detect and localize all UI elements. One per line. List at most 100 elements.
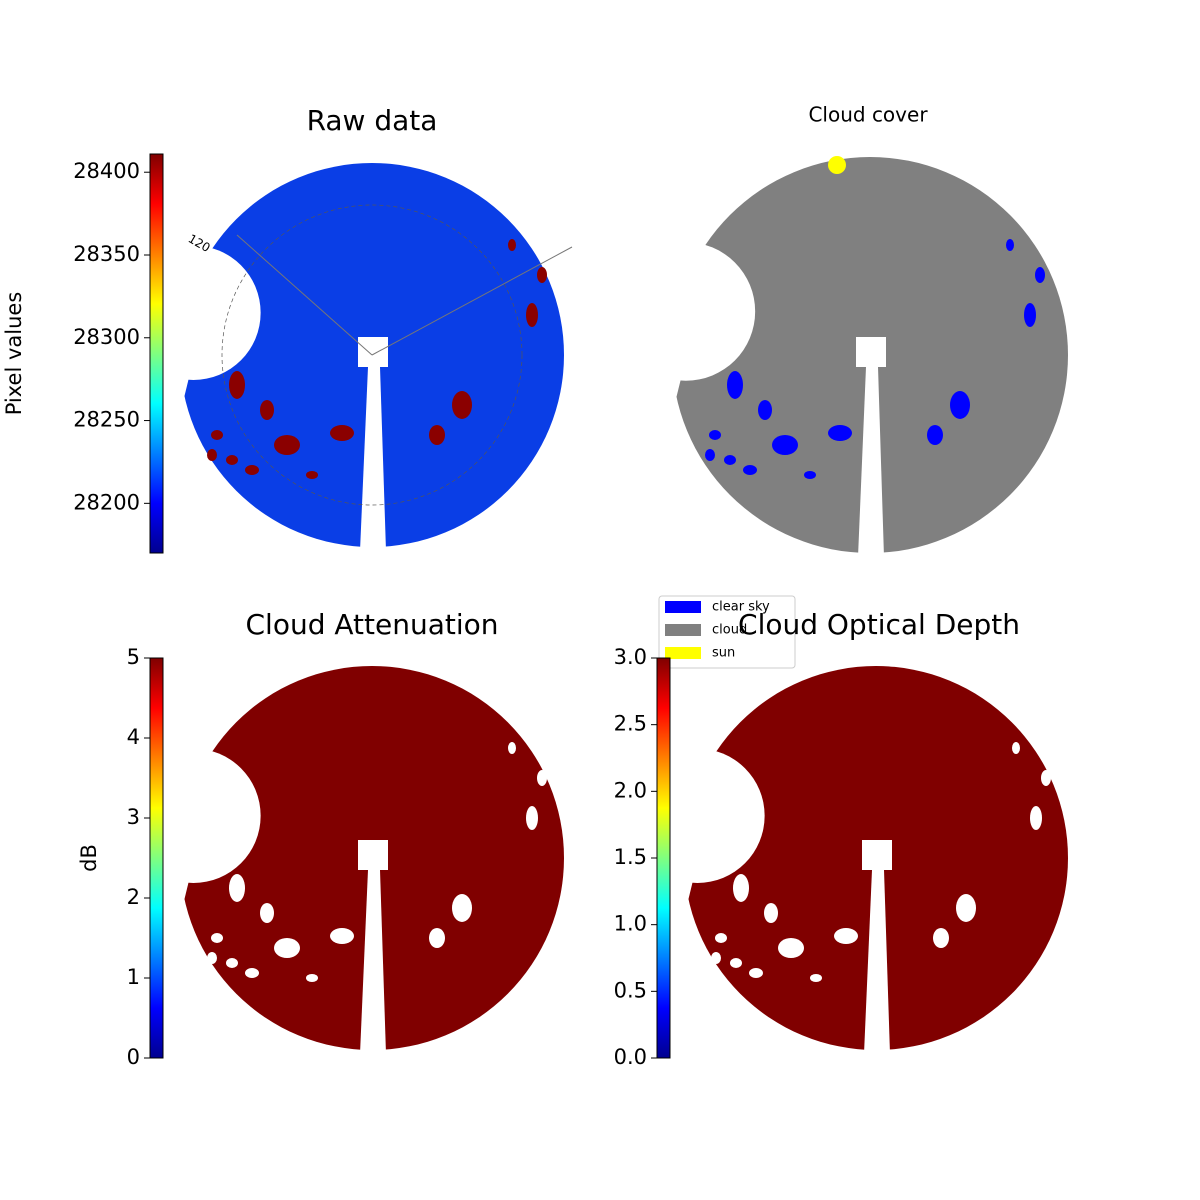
cloud-feature <box>828 425 852 441</box>
colorbar <box>656 657 671 1059</box>
panel-title: Cloud Optical Depth <box>738 608 1020 641</box>
cloud-feature <box>537 770 547 786</box>
colorbar-tick-label: 28350 <box>73 242 140 266</box>
colorbar-tick-label: 1.5 <box>614 845 647 869</box>
polar-ring <box>221 204 523 506</box>
cloud-feature <box>758 400 772 420</box>
cloud-feature <box>526 303 538 327</box>
colorbar <box>149 657 164 1059</box>
colorbar-tick-label: 28400 <box>73 159 140 183</box>
cloud-feature <box>260 903 274 923</box>
cloud-feature <box>526 806 538 830</box>
polar-axis <box>371 246 573 356</box>
horizon-mask <box>667 375 682 435</box>
cloud-feature <box>764 903 778 923</box>
cloud-feature <box>508 239 516 251</box>
sun-marker <box>828 156 846 174</box>
cloud-feature <box>1041 770 1051 786</box>
cloud-feature <box>733 874 749 902</box>
horizon-mask <box>616 242 756 381</box>
cloud-feature <box>1030 806 1042 830</box>
legend-label: sun <box>712 646 735 661</box>
cloud-feature <box>804 471 816 479</box>
panel-title: Cloud Attenuation <box>245 608 498 641</box>
legend-swatch <box>665 601 701 613</box>
cloud-feature <box>927 425 943 445</box>
polar-axis <box>236 234 373 356</box>
cloud-feature <box>743 465 757 475</box>
colorbar-tick-label: 0.0 <box>614 1045 647 1069</box>
colorbar-tick-label: 0.5 <box>614 978 647 1002</box>
cloud-feature <box>452 894 472 922</box>
colorbar-label: Pixel values <box>2 292 26 416</box>
panel-title: Raw data <box>307 104 438 137</box>
mast-head <box>358 337 388 367</box>
legend-label: cloud <box>712 623 747 638</box>
mast-head <box>358 840 388 870</box>
cloud-feature <box>229 371 245 399</box>
panel-title: Cloud cover <box>808 103 928 127</box>
colorbar-tick-label: 2.0 <box>614 778 647 802</box>
cloud-feature <box>429 928 445 948</box>
cloud-feature <box>1006 239 1014 251</box>
cloud-feature <box>709 430 721 440</box>
cloud-feature <box>211 430 223 440</box>
cloud-feature <box>226 958 238 968</box>
cloud-feature <box>229 874 245 902</box>
colorbar-tick-label: 2 <box>127 885 140 909</box>
cloud-feature <box>274 938 300 958</box>
horizon-mask <box>175 878 190 938</box>
cloud-feature <box>933 928 949 948</box>
cloud-feature <box>226 455 238 465</box>
horizon-mask <box>175 375 190 435</box>
colorbar-label: dB <box>77 844 101 872</box>
horizon-mask <box>126 748 261 883</box>
colorbar-tick-label: 1.0 <box>614 912 647 936</box>
horizon-mask <box>126 245 261 380</box>
cloud-feature <box>1012 742 1020 754</box>
cloud-feature <box>207 952 217 964</box>
colorbar-tick-label: 28200 <box>73 490 140 514</box>
colorbar-tick-label: 3.0 <box>614 645 647 669</box>
colorbar-tick-label: 3 <box>127 805 140 829</box>
horizon-mask <box>630 748 765 883</box>
cloud-feature <box>730 958 742 968</box>
cloud-feature <box>1035 267 1045 283</box>
mast <box>864 870 890 1054</box>
cloud-feature <box>260 400 274 420</box>
cloud-feature <box>778 938 804 958</box>
colorbar <box>149 153 164 554</box>
cloud-feature <box>834 928 858 944</box>
mast-head <box>862 840 892 870</box>
mast <box>858 367 884 557</box>
cloud-feature <box>772 435 798 455</box>
cloud-feature <box>211 933 223 943</box>
cloud-feature <box>810 974 822 982</box>
cloud-feature <box>715 933 727 943</box>
cloud-feature <box>749 968 763 978</box>
legend-swatch <box>665 624 701 636</box>
colorbar-tick-label: 0 <box>127 1045 140 1069</box>
mast-head <box>856 337 886 367</box>
cloud-feature <box>537 267 547 283</box>
cloud-feature <box>207 449 217 461</box>
cloud-feature <box>245 968 259 978</box>
cloud-feature <box>330 928 354 944</box>
cloud-feature <box>724 455 736 465</box>
cloud-feature <box>274 435 300 455</box>
colorbar-tick-label: 1 <box>127 965 140 989</box>
colorbar-tick-label: 28250 <box>73 408 140 432</box>
cloud-feature <box>245 465 259 475</box>
cloud-feature <box>705 449 715 461</box>
colorbar-tick-label: 28300 <box>73 325 140 349</box>
legend-label: clear sky <box>712 600 770 615</box>
colorbar-tick-label: 2.5 <box>614 712 647 736</box>
legend-swatch <box>665 647 701 659</box>
mast <box>360 870 386 1054</box>
colorbar-tick-label: 5 <box>127 645 140 669</box>
cloud-feature <box>330 425 354 441</box>
cloud-feature <box>452 391 472 419</box>
cloud-feature <box>727 371 743 399</box>
cloud-feature <box>429 425 445 445</box>
